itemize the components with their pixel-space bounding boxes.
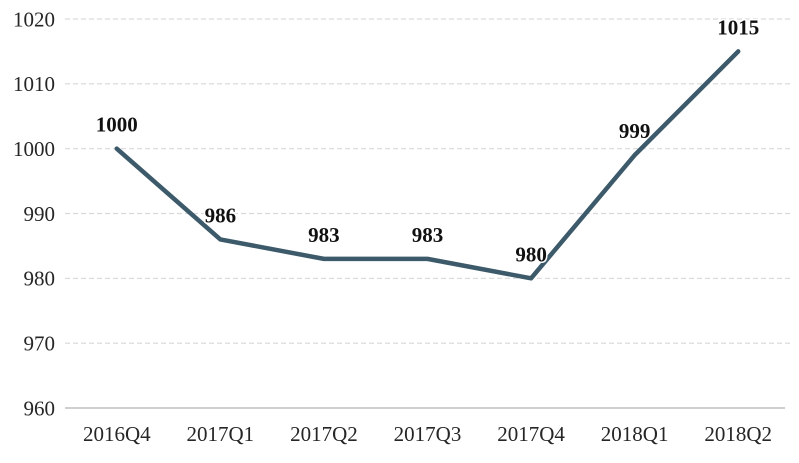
x-axis-label: 2017Q1 — [187, 422, 255, 446]
data-label: 986 — [205, 203, 237, 227]
data-label: 983 — [412, 223, 444, 247]
y-tick-label: 1020 — [13, 7, 55, 31]
x-axis-label: 2017Q3 — [394, 422, 462, 446]
x-axis-label: 2017Q4 — [497, 422, 565, 446]
x-axis-label: 2018Q1 — [601, 422, 669, 446]
y-tick-label: 990 — [24, 202, 56, 226]
data-label: 999 — [619, 119, 651, 143]
data-label: 1015 — [717, 15, 759, 39]
x-axis-label: 2016Q4 — [83, 422, 151, 446]
y-tick-label: 960 — [24, 396, 56, 420]
y-tick-label: 980 — [24, 267, 56, 291]
series-line — [114, 49, 741, 281]
x-axis-label: 2018Q2 — [704, 422, 772, 446]
data-label: 1000 — [96, 113, 138, 137]
data-label: 983 — [308, 223, 340, 247]
x-axis-label: 2017Q2 — [290, 422, 358, 446]
y-tick-label: 1000 — [13, 137, 55, 161]
y-tick-label: 970 — [24, 332, 56, 356]
data-label: 980 — [515, 242, 547, 266]
y-tick-label: 1010 — [13, 72, 55, 96]
